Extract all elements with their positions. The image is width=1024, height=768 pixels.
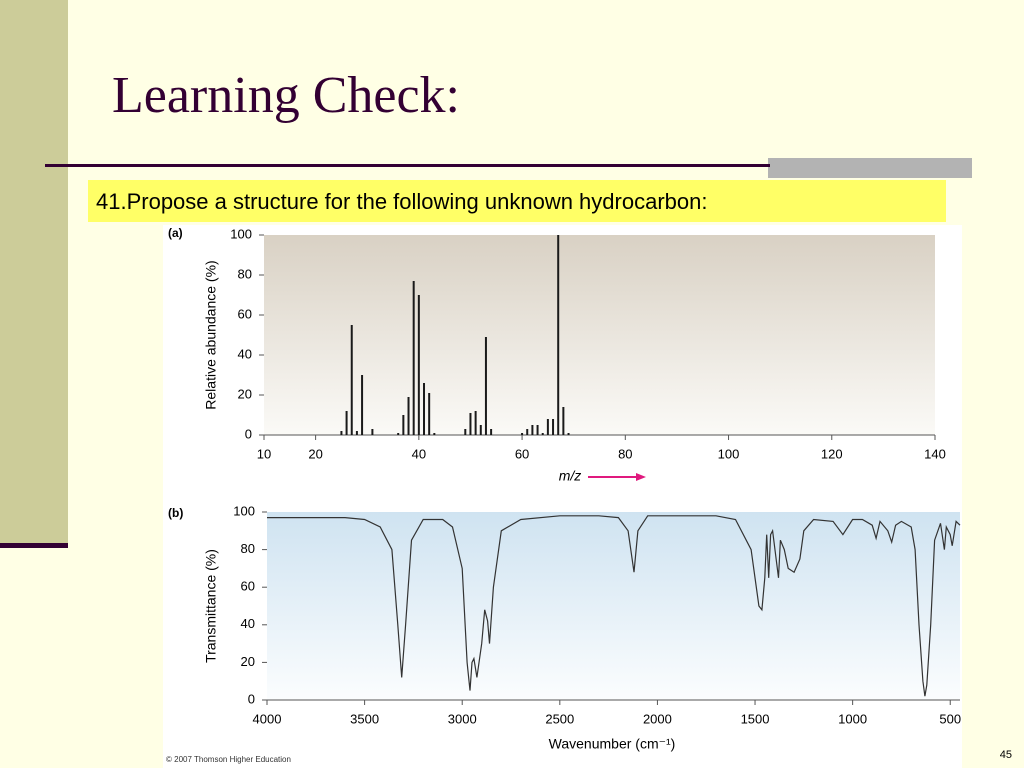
x-tick-label: 40 xyxy=(412,446,426,461)
peak xyxy=(340,431,343,435)
title-rule xyxy=(45,164,770,167)
peak xyxy=(490,429,493,435)
x-tick-label: 3500 xyxy=(350,711,379,726)
y-tick-label: 20 xyxy=(241,654,255,669)
plot-area xyxy=(264,235,935,435)
peak xyxy=(474,411,477,435)
peak xyxy=(552,419,555,435)
x-tick-label: 60 xyxy=(515,446,529,461)
x-tick-label: 2000 xyxy=(643,711,672,726)
x-axis-label: m/z xyxy=(559,468,582,484)
y-axis-label: Transmittance (%) xyxy=(203,549,219,663)
peak xyxy=(521,433,524,435)
peak xyxy=(567,433,570,435)
x-axis-label: Wavenumber (cm⁻¹) xyxy=(549,736,676,752)
peak xyxy=(428,393,431,435)
x-tick-label: 100 xyxy=(718,446,740,461)
peak xyxy=(541,433,544,435)
y-tick-label: 60 xyxy=(241,579,255,594)
mz-arrow-head xyxy=(636,473,646,481)
peak xyxy=(433,433,436,435)
peak xyxy=(469,413,472,435)
panel-label: (b) xyxy=(168,506,183,520)
y-tick-label: 80 xyxy=(238,266,252,281)
gray-block xyxy=(768,158,972,178)
peak xyxy=(355,431,358,435)
peak xyxy=(562,407,565,435)
peak xyxy=(371,429,374,435)
plot-area xyxy=(267,512,960,700)
x-tick-label: 80 xyxy=(618,446,632,461)
peak xyxy=(484,337,487,435)
slide-text: 41.Propose a structure for the following… xyxy=(96,189,707,214)
y-axis-label: Relative abundance (%) xyxy=(203,260,219,409)
slide-title: Learning Check: xyxy=(112,67,460,124)
peak xyxy=(345,411,348,435)
y-tick-label: 100 xyxy=(233,503,255,518)
peak xyxy=(397,433,400,435)
panel-label: (a) xyxy=(168,226,183,240)
peak xyxy=(402,415,405,435)
peak xyxy=(417,295,420,435)
y-tick-label: 100 xyxy=(230,226,252,241)
x-tick-label: 20 xyxy=(308,446,322,461)
y-tick-label: 0 xyxy=(245,426,252,441)
y-tick-label: 80 xyxy=(241,541,255,556)
spectrum-line xyxy=(267,515,961,697)
peak xyxy=(464,429,467,435)
y-tick-label: 40 xyxy=(238,346,252,361)
x-tick-label: 140 xyxy=(924,446,946,461)
x-tick-label: 10 xyxy=(257,446,271,461)
page-number: 45 xyxy=(1000,749,1012,761)
peak xyxy=(350,325,353,435)
side-bar xyxy=(0,0,68,545)
x-tick-label: 120 xyxy=(821,446,843,461)
x-tick-label: 2500 xyxy=(545,711,574,726)
x-tick-label: 500 xyxy=(939,711,961,726)
peak xyxy=(536,425,539,435)
peak xyxy=(407,397,410,435)
peak xyxy=(479,425,482,435)
y-tick-label: 20 xyxy=(238,386,252,401)
peak xyxy=(526,429,529,435)
x-tick-label: 4000 xyxy=(253,711,282,726)
y-tick-label: 40 xyxy=(241,616,255,631)
peak xyxy=(531,425,534,435)
y-tick-label: 60 xyxy=(238,306,252,321)
x-tick-label: 1500 xyxy=(741,711,770,726)
peak xyxy=(557,235,560,435)
text-box xyxy=(88,180,946,222)
peak xyxy=(412,281,415,435)
copyright: © 2007 Thomson Higher Education xyxy=(166,755,291,764)
y-tick-label: 0 xyxy=(248,691,255,706)
peak xyxy=(423,383,426,435)
peak xyxy=(546,419,549,435)
side-rule xyxy=(0,543,68,548)
x-tick-label: 3000 xyxy=(448,711,477,726)
peak xyxy=(361,375,364,435)
x-tick-label: 1000 xyxy=(838,711,867,726)
